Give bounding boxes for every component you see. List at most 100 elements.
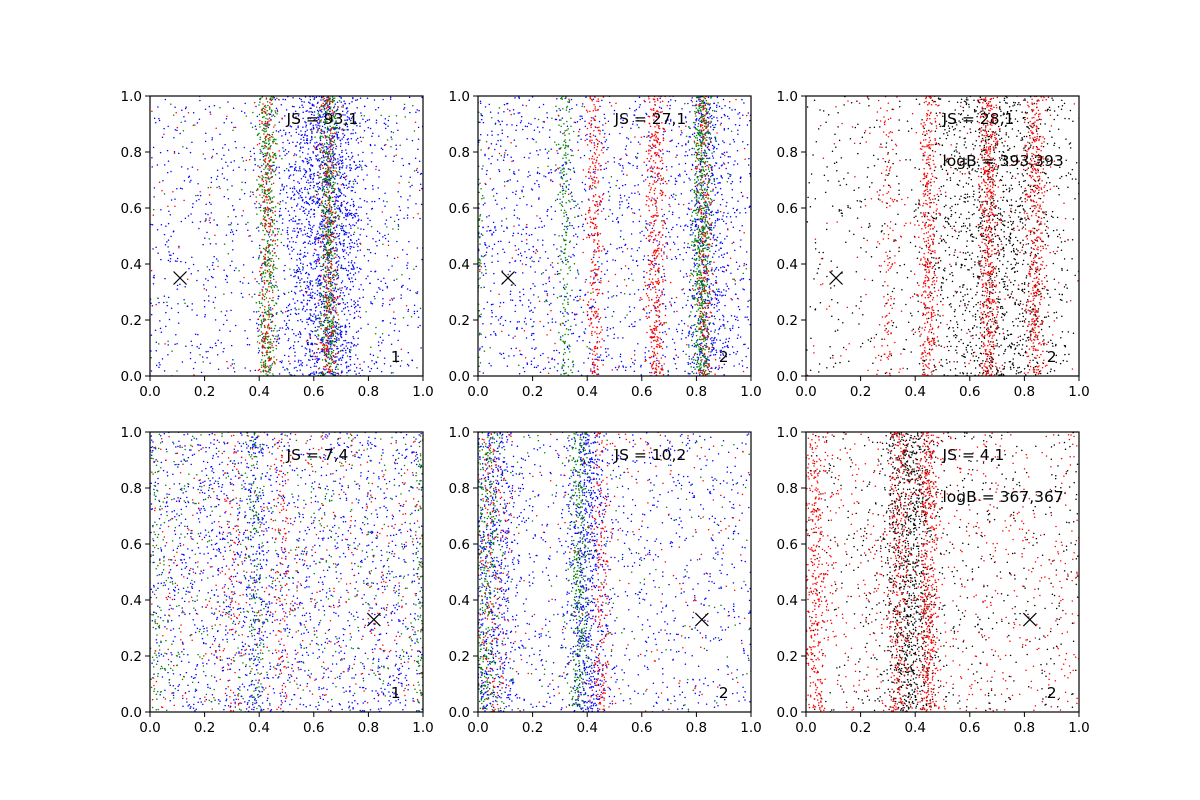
data-point	[317, 193, 319, 195]
data-point	[537, 260, 540, 263]
data-point	[272, 314, 275, 317]
data-point	[328, 186, 331, 188]
data-point	[296, 259, 298, 261]
data-point	[327, 282, 330, 285]
data-point	[309, 157, 312, 159]
data-point	[480, 233, 483, 235]
data-point	[317, 275, 320, 277]
data-point	[528, 99, 530, 102]
data-point	[311, 358, 314, 361]
data-point	[314, 146, 316, 149]
data-point	[340, 142, 342, 145]
data-point	[276, 233, 279, 236]
data-point	[340, 191, 342, 194]
data-point	[194, 333, 197, 336]
data-point	[341, 223, 343, 225]
data-point	[155, 349, 158, 352]
data-point	[189, 351, 192, 354]
data-point	[267, 279, 269, 282]
data-point	[335, 193, 338, 196]
data-point	[173, 136, 175, 139]
data-point	[331, 258, 333, 260]
data-point	[297, 277, 300, 279]
data-point	[322, 372, 324, 374]
data-point	[167, 259, 170, 262]
data-point	[311, 165, 314, 167]
data-point	[388, 303, 391, 306]
data-point	[271, 110, 273, 112]
data-point	[261, 262, 264, 265]
data-point	[290, 218, 292, 221]
data-point	[225, 274, 228, 277]
data-point	[331, 231, 334, 233]
data-point	[339, 166, 341, 168]
data-point	[292, 344, 295, 347]
data-point	[322, 186, 324, 189]
data-point	[273, 360, 275, 363]
data-point	[332, 200, 334, 203]
data-point	[618, 187, 621, 189]
data-point	[264, 216, 266, 218]
data-point	[746, 316, 748, 318]
data-point	[327, 240, 329, 242]
data-point	[571, 224, 573, 227]
data-point	[524, 251, 526, 253]
data-point	[277, 131, 280, 133]
data-point	[359, 249, 362, 251]
data-point	[378, 169, 380, 171]
data-point	[325, 230, 327, 233]
data-point	[664, 355, 666, 358]
data-point	[217, 265, 219, 268]
data-point	[376, 291, 378, 293]
data-point	[328, 139, 331, 141]
data-point	[328, 160, 330, 163]
data-point	[271, 308, 274, 310]
data-point	[263, 335, 265, 338]
data-point	[362, 179, 365, 181]
data-point	[329, 228, 332, 230]
data-point	[258, 202, 260, 205]
data-point	[325, 191, 328, 193]
data-point	[341, 151, 343, 154]
data-point	[264, 364, 266, 366]
data-point	[289, 313, 292, 315]
data-point	[328, 366, 331, 368]
data-point	[323, 243, 326, 246]
data-point	[271, 244, 274, 246]
data-point	[269, 252, 271, 254]
data-point	[274, 98, 277, 101]
data-point	[269, 244, 272, 246]
data-point	[354, 122, 356, 125]
data-point	[323, 130, 325, 133]
data-point	[274, 240, 276, 242]
data-point	[192, 203, 194, 205]
data-point	[268, 366, 270, 369]
data-point	[639, 318, 641, 321]
data-point	[295, 190, 298, 192]
data-point	[202, 284, 205, 286]
data-point	[349, 164, 351, 166]
data-point	[327, 169, 330, 171]
data-point	[727, 288, 730, 290]
data-point	[327, 272, 330, 274]
data-point	[271, 257, 273, 260]
data-point	[379, 336, 382, 338]
data-point	[261, 276, 263, 278]
data-point	[293, 367, 296, 369]
data-point	[337, 288, 339, 291]
data-point	[322, 210, 325, 213]
data-point	[258, 256, 260, 259]
data-point	[321, 211, 323, 214]
data-point	[264, 120, 267, 123]
data-point	[359, 306, 361, 309]
data-point	[369, 219, 371, 222]
data-point	[220, 158, 223, 160]
data-point	[192, 263, 195, 266]
data-point	[332, 318, 334, 321]
data-point	[267, 222, 270, 224]
data-point	[390, 145, 392, 148]
data-point	[261, 311, 264, 314]
data-point	[267, 323, 270, 325]
data-point	[310, 309, 313, 311]
data-point	[343, 245, 345, 247]
